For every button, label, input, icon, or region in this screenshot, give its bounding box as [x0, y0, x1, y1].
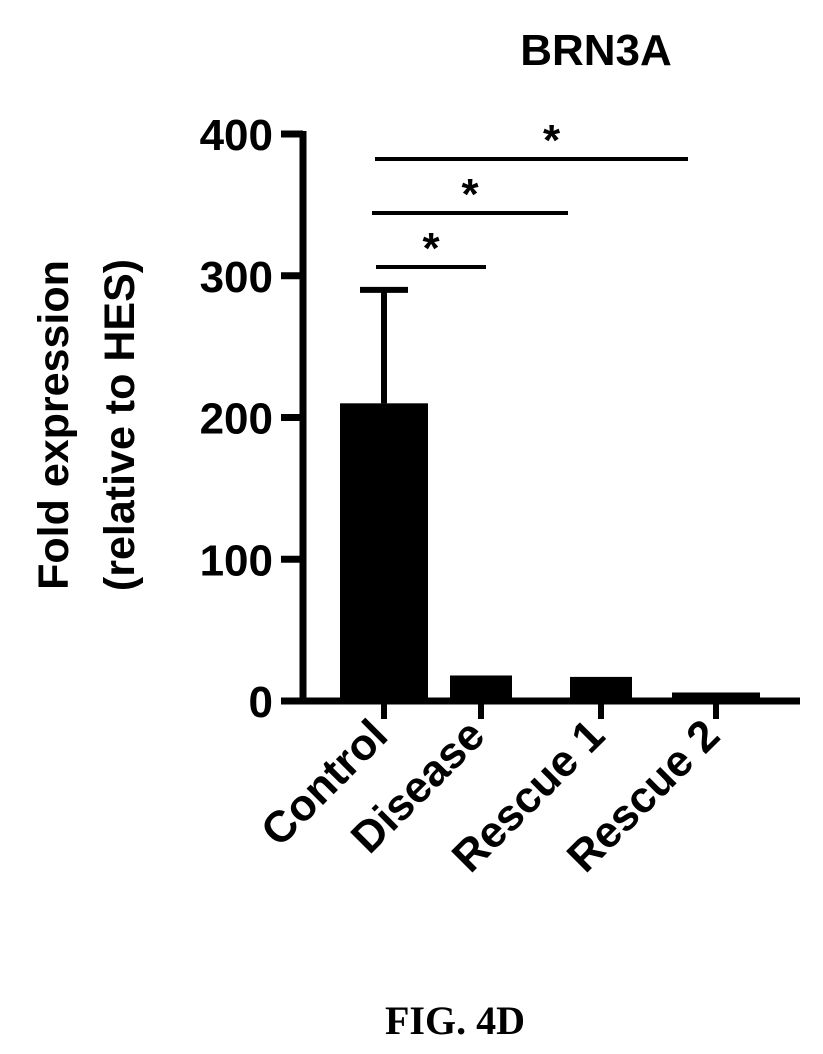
chart-title: BRN3A [520, 26, 672, 75]
bar-rescue-1 [570, 676, 632, 701]
bar-disease [450, 675, 512, 701]
y-axis-ticks: 0 100 200 300 400 [200, 111, 303, 727]
bar-rescue-2 [672, 692, 760, 701]
y-tick-label: 400 [200, 111, 273, 160]
significance-star: * [461, 170, 479, 219]
y-axis-label-line2: (relative to HES) [96, 259, 144, 591]
y-tick-label: 200 [200, 395, 273, 444]
significance-star: * [543, 116, 561, 165]
y-tick-label: 300 [200, 253, 273, 302]
y-axis-label-line1: Fold expression [30, 260, 78, 590]
figure-caption: FIG. 4D [385, 998, 525, 1043]
bar-control [340, 403, 428, 701]
bars [340, 286, 760, 719]
significance-brackets: * * * [372, 116, 688, 273]
significance-star: * [422, 224, 440, 273]
y-tick-label: 100 [200, 536, 273, 585]
y-tick-label: 0 [249, 678, 273, 727]
